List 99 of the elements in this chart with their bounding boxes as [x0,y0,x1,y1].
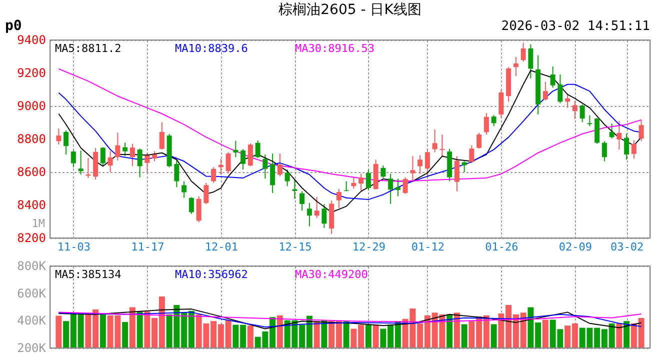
y-tick-label: 8400 [17,198,46,212]
candlestick [410,156,416,182]
line-series [58,312,642,323]
candlestick [277,153,282,177]
candlestick [432,128,438,153]
candlestick [233,140,238,158]
candlestick [152,150,158,162]
candlestick [469,144,474,164]
candlestick [616,120,622,150]
candlestick [388,173,394,205]
candlestick [100,146,106,167]
candlestick [351,176,356,190]
candlestick [380,165,386,178]
candlestick [204,182,209,205]
candlestick [476,132,482,150]
candlestick [211,166,216,184]
candlestick [638,120,644,142]
candlestick [248,142,253,167]
y-tick-label: 8200 [17,231,46,245]
candlestick [498,89,504,118]
candlestick [395,178,400,197]
x-tick-label: 03-02 [610,240,644,254]
candlestick [306,202,312,227]
candlestick [108,150,113,172]
candlestick [322,204,327,228]
candlestick [137,148,142,178]
text: MA5:8811.2 [55,42,122,55]
text: p0 [5,18,22,34]
candlestick [624,133,630,160]
text: 2026-03-02 14:51:11 [501,19,650,34]
candlestick [64,130,69,156]
candlestick [188,196,194,214]
candlestick [270,153,276,194]
candlestick [336,188,342,208]
x-tick-label: 11-17 [131,240,164,254]
candlestick [513,56,518,77]
candlestick [580,104,585,123]
candlestick [292,179,298,200]
text: MA30:449200 [295,268,368,281]
x-tick-label: 12-01 [204,240,238,254]
candlestick [520,42,526,62]
chart-title: 棕榈油2605 - 日K线图 [278,2,422,18]
y-tick-label: 8800 [17,132,46,146]
x-tick-label: 01-12 [411,240,444,254]
y-tick-label: 400K [17,314,47,328]
candlestick [255,140,260,158]
candlestick [366,169,371,191]
candlestick [602,140,607,162]
candlestick [528,44,534,79]
y-tick-label: 9200 [17,66,46,80]
candlestick [484,112,489,136]
candlestick [609,122,614,140]
candlestick [402,176,408,194]
candlestick [454,156,460,192]
candlestick [159,122,164,150]
candlestick [130,143,135,167]
candlestick [631,140,636,160]
candlestick [550,66,556,88]
candlestick [440,134,445,158]
y-tick-label: 8600 [17,165,46,179]
candlestick [542,81,548,101]
candlestick [491,114,496,127]
candlestick [196,196,202,223]
candlestick [558,74,563,104]
text: MA30:8916.53 [295,42,374,55]
candlestick [284,169,290,187]
candlestick [70,150,76,168]
candlestick [174,159,180,188]
candlestick [565,93,570,108]
candlestick [115,132,120,161]
candlestick [572,100,578,120]
candlestick [418,154,423,174]
y-tick-label: 200K [17,341,47,355]
candlestick [182,180,187,198]
candlestick [314,196,320,219]
text: MA10:356962 [175,268,248,281]
candlestick [240,148,246,170]
x-tick-label: 12-15 [278,240,312,254]
text: MA5:385134 [55,268,122,281]
y-tick-label: 600K [17,286,47,300]
candlestick [56,128,62,145]
y-tick-label: 9000 [17,99,46,113]
x-tick-label: 11-03 [57,240,90,254]
candlestick [144,152,150,173]
candlestick [78,150,84,175]
candlestick [122,142,128,156]
candlestick [587,114,592,127]
text: 1M [32,217,46,230]
x-tick-label: 01-26 [485,240,518,254]
candlestick [300,190,305,212]
candlestick [358,173,364,191]
x-tick-label: 12-29 [352,240,386,254]
candlestick [424,148,430,178]
y-tick-label: 800K [17,259,47,273]
candlestick [262,154,268,180]
text: MA10:8839.6 [175,42,248,55]
x-tick-label: 02-09 [558,240,592,254]
y-tick-label: 9400 [17,33,46,47]
candlestick [226,152,231,174]
